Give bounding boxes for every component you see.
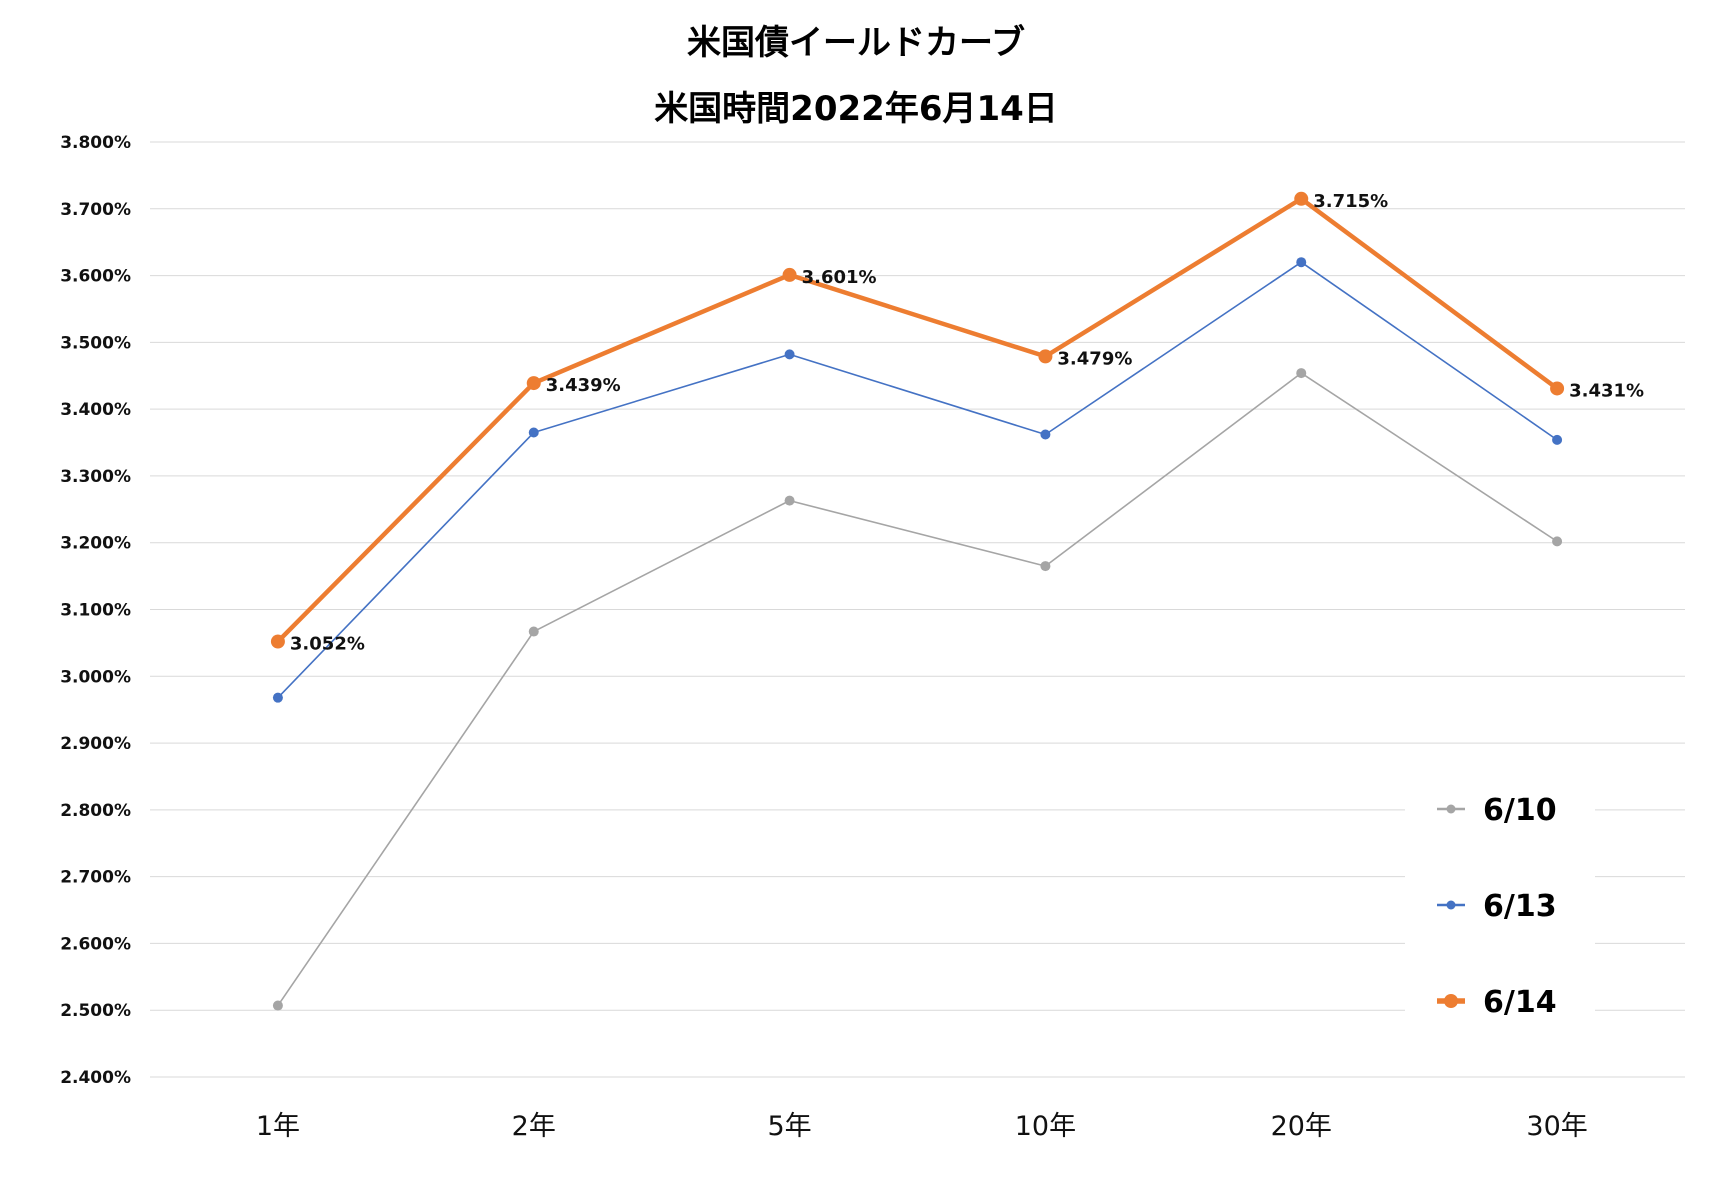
y-tick-label: 3.000% [60, 667, 131, 687]
data-point [1038, 349, 1053, 364]
x-tick-label: 1年 [256, 1111, 300, 1142]
data-label: 3.479% [1057, 348, 1132, 369]
y-tick-label: 3.200% [60, 534, 131, 554]
y-tick-label: 2.700% [60, 868, 131, 888]
chart-title: 米国債イールドカーブ [687, 23, 1025, 63]
data-label: 3.715% [1313, 191, 1388, 212]
data-point [1296, 257, 1307, 268]
legend-swatch-marker [1446, 900, 1456, 910]
data-point [526, 376, 541, 391]
data-label: 3.439% [546, 375, 621, 396]
series-line-6-10 [277, 372, 1558, 1006]
data-point [784, 349, 795, 360]
x-tick-label: 30年 [1526, 1111, 1587, 1142]
data-label: 3.601% [802, 267, 877, 288]
series-lines [270, 191, 1565, 1011]
data-point [1040, 429, 1051, 440]
data-point [1552, 434, 1563, 445]
legend-label: 6/14 [1483, 985, 1557, 1020]
data-label: 3.052% [290, 634, 365, 655]
data-point [1294, 191, 1309, 206]
series-line-6-13 [277, 261, 1558, 699]
series-line-6-14 [276, 196, 1559, 644]
y-tick-label: 3.500% [60, 333, 131, 353]
data-point [784, 495, 795, 506]
y-tick-label: 3.100% [60, 601, 131, 621]
y-tick-label: 2.800% [60, 801, 131, 821]
y-tick-label: 3.300% [60, 467, 131, 487]
y-tick-label: 2.600% [60, 934, 131, 954]
y-tick-label: 2.400% [60, 1068, 131, 1088]
data-point [1040, 561, 1051, 572]
data-point [782, 267, 797, 282]
data-point [528, 427, 539, 438]
legend: 6/10 6/13 6/14 [1405, 780, 1595, 1060]
x-tick-label: 20年 [1271, 1111, 1332, 1142]
data-point [1550, 381, 1565, 396]
x-tick-label: 10年 [1015, 1111, 1076, 1142]
data-point [272, 1000, 283, 1011]
data-point [270, 634, 285, 649]
data-point [1296, 368, 1307, 379]
x-axis-ticks: 1年 2年 5年 10年 20年 30年 [256, 1111, 1588, 1142]
x-tick-label: 2年 [512, 1111, 556, 1142]
y-tick-label: 2.900% [60, 734, 131, 754]
legend-label: 6/13 [1483, 889, 1557, 924]
y-axis-ticks: 3.800% 3.700% 3.600% 3.500% 3.400% 3.300% 3.20… [60, 133, 131, 1088]
y-tick-label: 2.500% [60, 1001, 131, 1021]
y-tick-label: 3.400% [60, 400, 131, 420]
data-point [272, 692, 283, 703]
data-label: 3.431% [1569, 380, 1644, 401]
legend-swatch-marker [1446, 804, 1456, 814]
legend-swatch-marker [1444, 994, 1458, 1008]
y-tick-label: 3.600% [60, 267, 131, 287]
legend-label: 6/10 [1483, 793, 1557, 828]
legend-box [1405, 780, 1595, 1060]
data-point [528, 626, 539, 637]
data-labels: 3.052% 3.439% 3.601% 3.479% 3.715% 3.431% [290, 191, 1644, 655]
y-tick-label: 3.700% [60, 200, 131, 220]
x-tick-label: 5年 [767, 1111, 811, 1142]
chart-subtitle: 米国時間2022年6月14日 [654, 89, 1058, 129]
data-point [1552, 536, 1563, 547]
y-tick-label: 3.800% [60, 133, 131, 153]
